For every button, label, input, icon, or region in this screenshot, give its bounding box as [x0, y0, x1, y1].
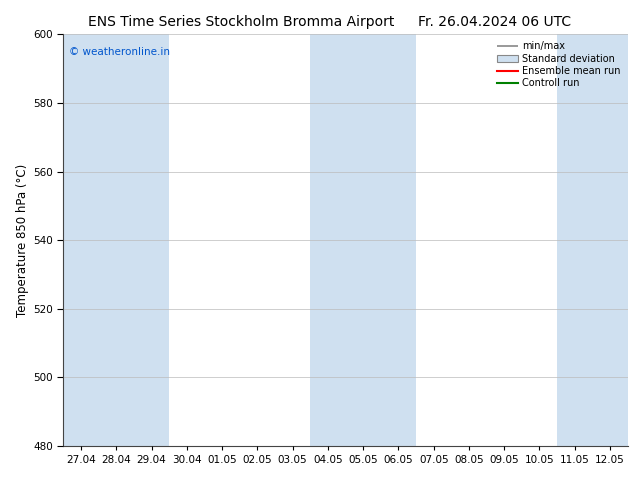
- Y-axis label: Temperature 850 hPa (°C): Temperature 850 hPa (°C): [16, 164, 29, 317]
- Bar: [310, 34, 416, 446]
- Text: © weatheronline.in: © weatheronline.in: [69, 47, 170, 57]
- Text: ENS Time Series Stockholm Bromma Airport: ENS Time Series Stockholm Bromma Airport: [87, 15, 394, 29]
- Legend: min/max, Standard deviation, Ensemble mean run, Controll run: min/max, Standard deviation, Ensemble me…: [495, 39, 623, 90]
- Bar: [63, 34, 169, 446]
- Bar: [557, 34, 628, 446]
- Text: Fr. 26.04.2024 06 UTC: Fr. 26.04.2024 06 UTC: [418, 15, 571, 29]
